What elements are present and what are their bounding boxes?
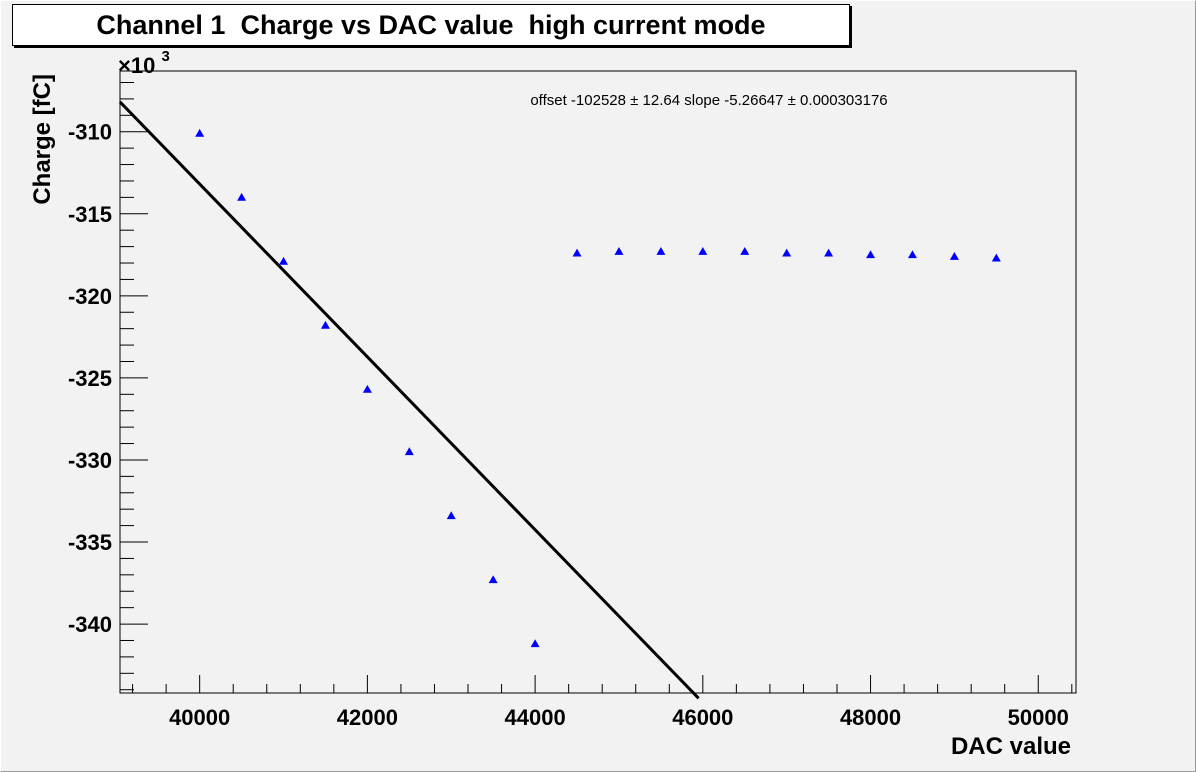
y-multiplier: ×10 3 [118, 48, 170, 78]
fit-line-layer [118, 100, 700, 700]
data-point [949, 251, 959, 260]
data-point [907, 250, 917, 259]
data-point [279, 256, 289, 265]
y-axis-title: Charge [fC] [29, 74, 56, 205]
data-point [614, 247, 624, 255]
x-tick-label: 48000 [840, 705, 901, 730]
data-point [404, 447, 414, 456]
y-multiplier-exponent: 3 [161, 48, 169, 65]
data-point [446, 511, 456, 520]
x-tick-label: 46000 [672, 705, 733, 730]
x-axis-title: DAC value [951, 733, 1071, 760]
y-tick-label: -340 [68, 612, 112, 637]
x-tick-label: 44000 [505, 705, 566, 730]
y-tick-label: -335 [68, 530, 112, 555]
data-point [656, 247, 666, 255]
x-tick-label: 42000 [337, 705, 398, 730]
plot-area [119, 70, 1077, 694]
data-point [195, 128, 205, 137]
chart-title-box: Channel 1 Charge vs DAC value high curre… [12, 4, 850, 46]
x-tick-label: 50000 [1008, 705, 1069, 730]
y-tick-label: -310 [68, 120, 112, 145]
axis-ticks [120, 81, 1073, 693]
data-point [488, 575, 498, 584]
y-tick-label: -330 [68, 448, 112, 473]
y-tick-label: -320 [68, 284, 112, 309]
data-point [740, 247, 750, 255]
data-point [824, 248, 834, 257]
data-point [362, 384, 372, 393]
data-point [866, 250, 876, 259]
y-multiplier-base: ×10 [118, 53, 155, 78]
x-tick-label: 40000 [169, 705, 230, 730]
data-point [320, 320, 330, 329]
fit-parameters-label: offset -102528 ± 12.64 slope -5.26647 ± … [530, 92, 887, 109]
data-point [237, 192, 247, 201]
y-tick-label: -325 [68, 366, 112, 391]
axis-tick-labels: 40000 42000 44000 46000 48000 50000 -310 -315 -3… [68, 120, 1069, 730]
chart-title: Channel 1 Charge vs DAC value high curre… [96, 9, 766, 40]
y-tick-label: -315 [68, 202, 112, 227]
fit-line [118, 100, 700, 700]
data-point [572, 248, 582, 257]
data-point [698, 247, 708, 255]
data-points [195, 128, 1001, 648]
data-point [530, 639, 540, 648]
data-point [782, 248, 792, 257]
data-point [991, 253, 1001, 262]
